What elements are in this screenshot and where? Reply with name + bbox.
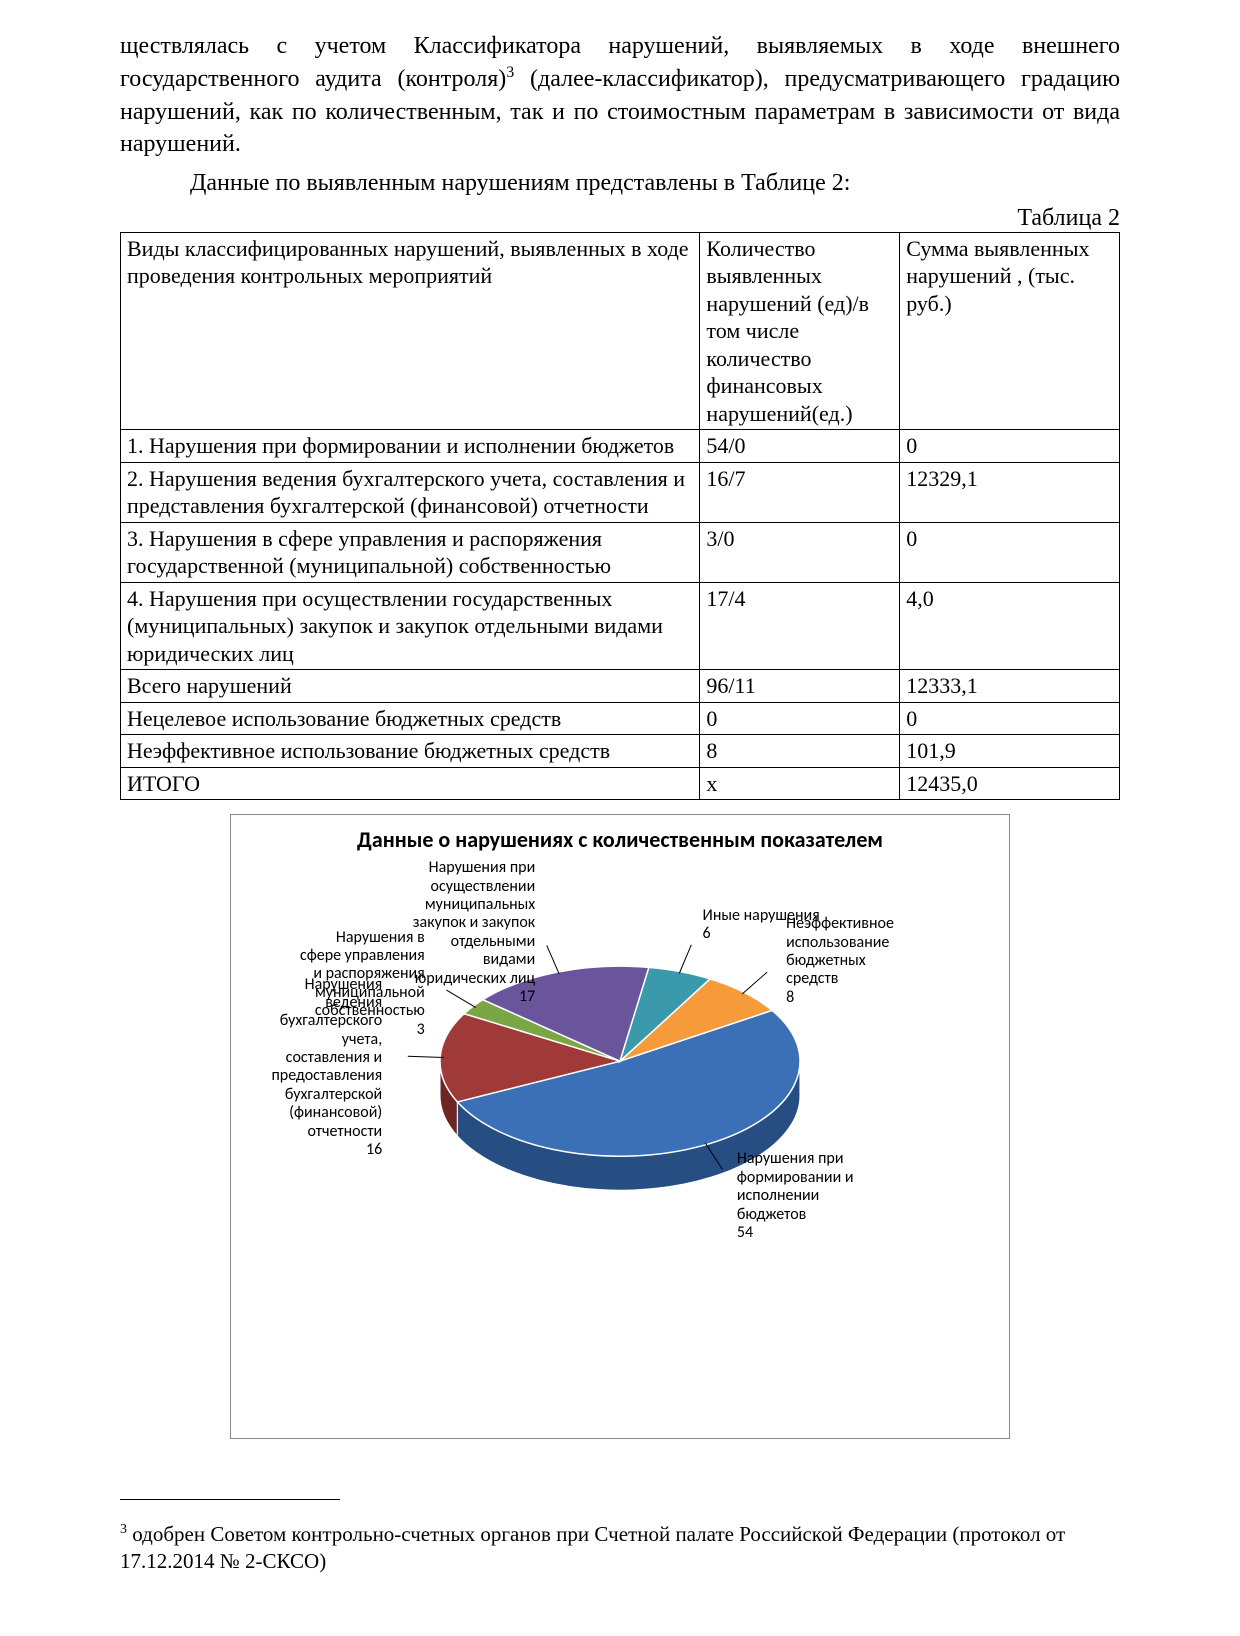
cell: 12435,0 [900,767,1120,800]
cell: х [700,767,900,800]
footnote-text: одобрен Советом контрольно-счетных орган… [120,1522,1065,1573]
chart-slice-label: Иные нарушения6 [703,907,873,944]
table-row: ИТОГОх12435,0 [121,767,1120,800]
cell: Нецелевое использование бюджетных средст… [121,702,700,735]
cell: 17/4 [700,582,900,670]
page: ществлялась с учетом Классификатора нару… [0,0,1240,1636]
chart-container: Данные о нарушениях с количественным пок… [230,814,1010,1438]
cell: 4,0 [900,582,1120,670]
cell: 12333,1 [900,670,1120,703]
cell: Неэффективное использование бюджетных ср… [121,735,700,768]
table-row: Нецелевое использование бюджетных средст… [121,702,1120,735]
chart-body: Неэффективноеиспользованиебюджетныхсредс… [241,860,999,1420]
table-row: 3. Нарушения в сфере управления и распор… [121,522,1120,582]
cell: Всего нарушений [121,670,700,703]
cell: ИТОГО [121,767,700,800]
cell: 4. Нарушения при осуществлении государст… [121,582,700,670]
chart-slice-label: Нарушения приосуществлениимуниципальныхз… [365,859,535,1006]
cell: 8 [700,735,900,768]
chart-slice-label: Нарушения приформировании иисполнениибюд… [737,1150,907,1242]
footnote-marker: 3 [120,1522,127,1537]
violations-table: Виды классифицированных нарушений, выявл… [120,232,1120,801]
table-row: Всего нарушений96/1112333,1 [121,670,1120,703]
table-row: 2. Нарушения ведения бухгалтерского учет… [121,462,1120,522]
cell: 0 [900,702,1120,735]
cell: 54/0 [700,430,900,463]
cell: 1. Нарушения при формировании и исполнен… [121,430,700,463]
table-row: 1. Нарушения при формировании и исполнен… [121,430,1120,463]
cell: 96/11 [700,670,900,703]
paragraph-2: Данные по выявленным нарушениям представ… [120,167,1120,199]
th-type: Виды классифицированных нарушений, выявл… [121,232,700,430]
cell: 2. Нарушения ведения бухгалтерского учет… [121,462,700,522]
table-head-row: Виды классифицированных нарушений, выявл… [121,232,1120,430]
paragraph-1: ществлялась с учетом Классификатора нару… [120,30,1120,161]
table-row: 4. Нарушения при осуществлении государст… [121,582,1120,670]
footnote-3: 3 одобрен Советом контрольно-счетных орг… [120,1521,1120,1576]
cell: 101,9 [900,735,1120,768]
th-sum: Сумма выявленных нарушений , (тыс. руб.) [900,232,1120,430]
th-count: Количество выявленных нарушений (ед)/в т… [700,232,900,430]
cell: 0 [900,430,1120,463]
table-row: Неэффективное использование бюджетных ср… [121,735,1120,768]
cell: 0 [700,702,900,735]
table-caption: Таблица 2 [120,205,1120,232]
cell: 12329,1 [900,462,1120,522]
cell: 16/7 [700,462,900,522]
footnote-separator [120,1499,340,1500]
cell: 3/0 [700,522,900,582]
cell: 3. Нарушения в сфере управления и распор… [121,522,700,582]
cell: 0 [900,522,1120,582]
